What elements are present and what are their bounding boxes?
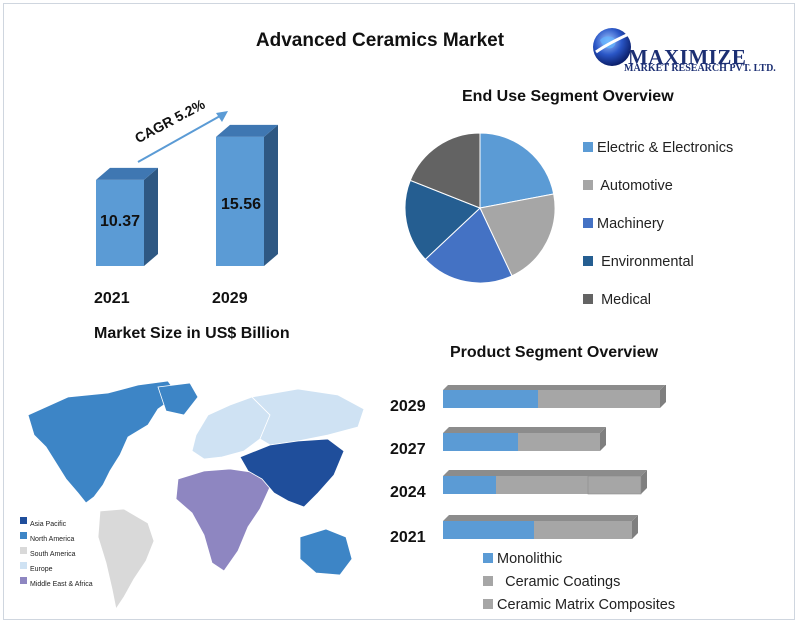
bar-side-2024 — [641, 470, 647, 494]
legend-item-cmc: Ceramic Matrix Composites — [483, 594, 675, 617]
bar-2021 — [96, 179, 144, 266]
bar-value-2029: 15.56 — [220, 196, 262, 213]
logo-subtitle: MARKET RESEARCH PVT. LTD. — [624, 63, 776, 74]
region-australia — [299, 528, 353, 576]
cagr-arrow — [137, 111, 228, 163]
region-northern-asia — [251, 388, 365, 446]
pie-slice-automotive — [479, 193, 556, 277]
map-legend — [20, 517, 27, 584]
legend-swatch — [483, 599, 493, 609]
legend-label: Environmental — [601, 254, 694, 270]
bar-segment-2029-ceramic-coatings — [538, 390, 660, 408]
product-bar-chart — [443, 385, 666, 539]
y-tick-2021: 2021 — [390, 529, 426, 546]
bar-value-2021: 10.37 — [99, 213, 141, 230]
market-size-chart — [96, 111, 278, 267]
legend-label: Monolithic — [497, 551, 563, 567]
world-map — [20, 380, 365, 611]
bar-top-2021 — [96, 167, 158, 180]
bar-segment-2024-ceramic-matrix-composites — [587, 475, 642, 495]
bar-segment-2021-ceramic-coatings — [534, 521, 632, 539]
region-asia-pacific — [239, 438, 345, 508]
bar-side-2029 — [264, 124, 278, 267]
legend-swatch — [583, 294, 593, 304]
map-legend-asia-pacific: Asia Pacific — [30, 521, 67, 528]
legend-label: Ceramic Coatings — [505, 574, 621, 590]
legend-swatch — [583, 256, 593, 266]
legend-item-machinery: Machinery — [583, 216, 733, 254]
bar-top-2027 — [443, 427, 606, 433]
bar-side-2029 — [660, 385, 666, 408]
legend-label: Machinery — [597, 216, 664, 232]
map-legend-europe: Europe — [30, 566, 53, 573]
bar-top-2029 — [216, 124, 278, 137]
bar-top-2024 — [443, 470, 647, 476]
pie-slice-environmental — [404, 179, 481, 261]
chart-title: Advanced Ceramics Market — [255, 30, 505, 51]
y-tick-2024: 2024 — [390, 484, 426, 501]
x-tick-2029: 2029 — [212, 290, 248, 307]
legend-swatch — [483, 553, 493, 563]
logo-name: MAXIMIZE — [628, 45, 747, 69]
y-tick-2027: 2027 — [390, 441, 426, 458]
map-legend-north-america: North America — [30, 536, 75, 543]
bar-segment-2027-ceramic-coatings — [518, 433, 600, 451]
globe-logo-icon — [593, 28, 639, 66]
bar-side-2027 — [600, 427, 606, 451]
region-north-america — [27, 380, 179, 504]
legend-swatch — [483, 576, 493, 586]
end-use-pie — [404, 132, 556, 284]
legend-item-monolithic: Monolithic — [483, 548, 675, 571]
legend-swatch — [583, 142, 593, 152]
region-south-america — [97, 508, 155, 611]
x-tick-2021: 2021 — [94, 290, 130, 307]
region-middle-east-africa — [175, 468, 271, 572]
pie-slice-machinery — [424, 207, 513, 284]
legend-item-automotive: Automotive — [583, 178, 733, 216]
legend-label: Electric & Electronics — [597, 140, 734, 156]
region-greenland — [157, 382, 199, 416]
end-use-title: End Use Segment Overview — [462, 88, 674, 105]
legend-swatch — [583, 218, 593, 228]
pie-slice-electric-electronics — [479, 132, 555, 209]
bar-side-2021 — [144, 167, 158, 266]
bar-top-2029 — [443, 385, 665, 390]
bar-segment-2029-monolithic — [443, 390, 538, 408]
legend-label: Medical — [601, 292, 652, 308]
bar-segment-2021-monolithic — [443, 521, 534, 539]
bar-segment-2027-monolithic — [443, 433, 518, 451]
legend-label: Automotive — [600, 178, 673, 194]
legend-item-electric: Electric & Electronics — [583, 140, 733, 178]
legend-swatch — [583, 180, 593, 190]
legend-item-environmental: Environmental — [583, 254, 733, 292]
market-size-caption: Market Size in US$ Billion — [94, 325, 290, 342]
figure-frame — [3, 3, 795, 620]
pie-legend: Electric & Electronics Automotive Machin… — [583, 140, 733, 330]
product-title: Product Segment Overview — [450, 344, 659, 361]
bar-segment-2024-monolithic — [443, 476, 496, 494]
map-legend-mea: Middle East & Africa — [30, 581, 93, 588]
pie-slice-medical — [409, 132, 481, 209]
bar-side-2021 — [632, 515, 638, 539]
bar-top-2021 — [443, 515, 638, 521]
bar-segment-2024-ceramic-coatings — [496, 476, 588, 494]
legend-item-medical: Medical — [583, 292, 733, 330]
product-legend: Monolithic Ceramic Coatings Ceramic Matr… — [483, 548, 675, 617]
map-legend-south-america: South America — [30, 551, 76, 558]
legend-item-ceramic-coatings: Ceramic Coatings — [483, 571, 675, 594]
y-tick-2029: 2029 — [390, 398, 426, 415]
map-legend-labels: Asia Pacific North America South America… — [30, 517, 93, 592]
legend-label: Ceramic Matrix Composites — [497, 597, 676, 613]
bar-2029 — [216, 136, 264, 266]
